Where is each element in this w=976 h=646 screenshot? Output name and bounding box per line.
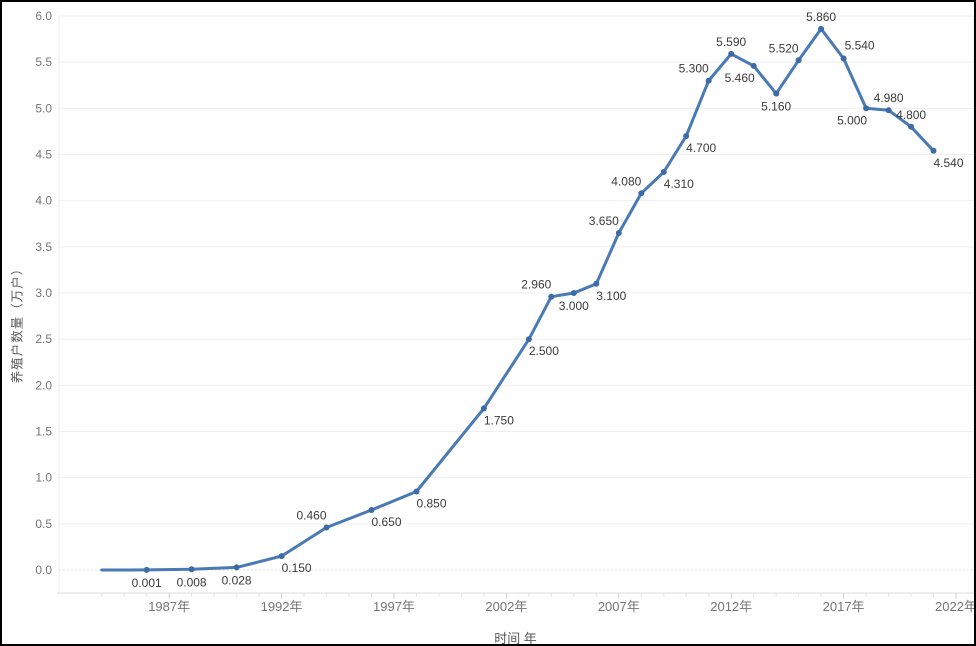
data-point-label: 5.300 [679, 62, 709, 76]
data-point-marker [705, 77, 712, 84]
y-axis-tick-label: 0.0 [35, 563, 52, 577]
data-point-label: 4.310 [664, 177, 694, 191]
data-point-marker [660, 169, 667, 175]
y-axis-tick-label: 2.0 [35, 378, 52, 392]
y-axis-tick-label: 5.5 [35, 55, 52, 69]
data-point-marker [638, 190, 645, 197]
data-point-label: 0.460 [296, 509, 326, 523]
data-point-marker [233, 564, 240, 571]
data-point-marker [683, 133, 690, 139]
data-point-label: 3.000 [559, 299, 589, 313]
data-point-label: 0.150 [282, 561, 312, 575]
y-axis-tick-label: 1.0 [35, 471, 52, 485]
data-point-marker [840, 55, 847, 62]
data-point-label: 0.008 [177, 575, 207, 589]
data-point-label: 4.800 [896, 108, 926, 122]
x-axis-tick-label: 1987年 [148, 599, 190, 614]
x-axis-tick-label: 2012年 [710, 599, 752, 614]
data-point-marker [908, 123, 915, 130]
data-point-marker [413, 488, 420, 495]
data-point-label: 0.028 [222, 573, 252, 587]
y-axis-tick-label: 2.5 [35, 332, 52, 346]
y-axis-tick-label: 6.0 [35, 9, 52, 23]
x-axis-title: 时间 年 [494, 631, 537, 646]
data-point-label: 5.540 [845, 39, 875, 53]
data-point-marker [143, 566, 150, 573]
data-point-label: 0.850 [416, 497, 446, 511]
data-point-marker [818, 25, 825, 32]
data-point-marker [728, 50, 735, 57]
data-point-label: 5.520 [769, 41, 799, 55]
data-point-label: 4.540 [933, 156, 963, 170]
data-line [100, 27, 935, 572]
data-point-marker [930, 147, 937, 154]
data-point-label: 5.000 [837, 113, 867, 127]
data-point-label: 4.700 [686, 141, 716, 155]
data-point-label: 5.160 [761, 100, 791, 114]
y-axis-tick-label: 0.5 [35, 517, 52, 531]
data-point-marker [593, 280, 600, 287]
data-point-marker [188, 566, 195, 573]
data-point-marker [750, 62, 757, 69]
x-axis-tick-label: 1997年 [373, 599, 415, 614]
data-point-label: 5.460 [725, 71, 755, 85]
data-point-label: 2.500 [529, 344, 559, 358]
data-point-label: 2.960 [521, 278, 551, 292]
y-axis-tick-label: 1.5 [35, 425, 52, 439]
data-point-marker [795, 57, 802, 64]
data-point-label: 1.750 [484, 413, 514, 427]
data-point-label: 0.650 [371, 515, 401, 529]
y-axis-title: 养殖户数量（万户） [10, 261, 25, 384]
x-axis-tick-label: 1992年 [261, 599, 303, 614]
data-point-marker [548, 293, 555, 300]
y-axis-tick-label: 4.0 [35, 194, 52, 208]
data-point-label: 4.080 [611, 174, 641, 188]
data-point-marker [570, 290, 577, 296]
data-point-marker [480, 405, 487, 412]
data-point-marker [885, 107, 892, 114]
x-axis-tick-label: 2007年 [598, 599, 640, 614]
data-point-marker [615, 230, 622, 236]
x-axis-tick-label: 2017年 [823, 599, 865, 614]
data-point-label: 3.100 [596, 289, 626, 303]
y-axis-tick-label: 5.0 [35, 101, 52, 115]
y-axis-tick-label: 3.5 [35, 240, 52, 254]
y-axis-tick-label: 4.5 [35, 148, 52, 162]
x-axis-tick-label: 2022年 [935, 599, 976, 614]
data-point-label: 5.590 [716, 35, 746, 49]
data-point-marker [368, 507, 375, 513]
x-axis-tick-label: 2002年 [485, 599, 527, 614]
y-axis-tick-label: 3.0 [35, 286, 52, 300]
data-point-label: 5.860 [806, 10, 836, 24]
data-point-label: 3.650 [589, 214, 619, 228]
data-point-marker [773, 90, 780, 97]
data-point-marker [278, 553, 285, 560]
data-point-marker [863, 105, 870, 112]
data-point-marker [525, 336, 532, 343]
data-point-marker [323, 524, 330, 531]
data-point-label: 0.001 [132, 576, 162, 590]
data-point-label: 4.980 [874, 91, 904, 105]
